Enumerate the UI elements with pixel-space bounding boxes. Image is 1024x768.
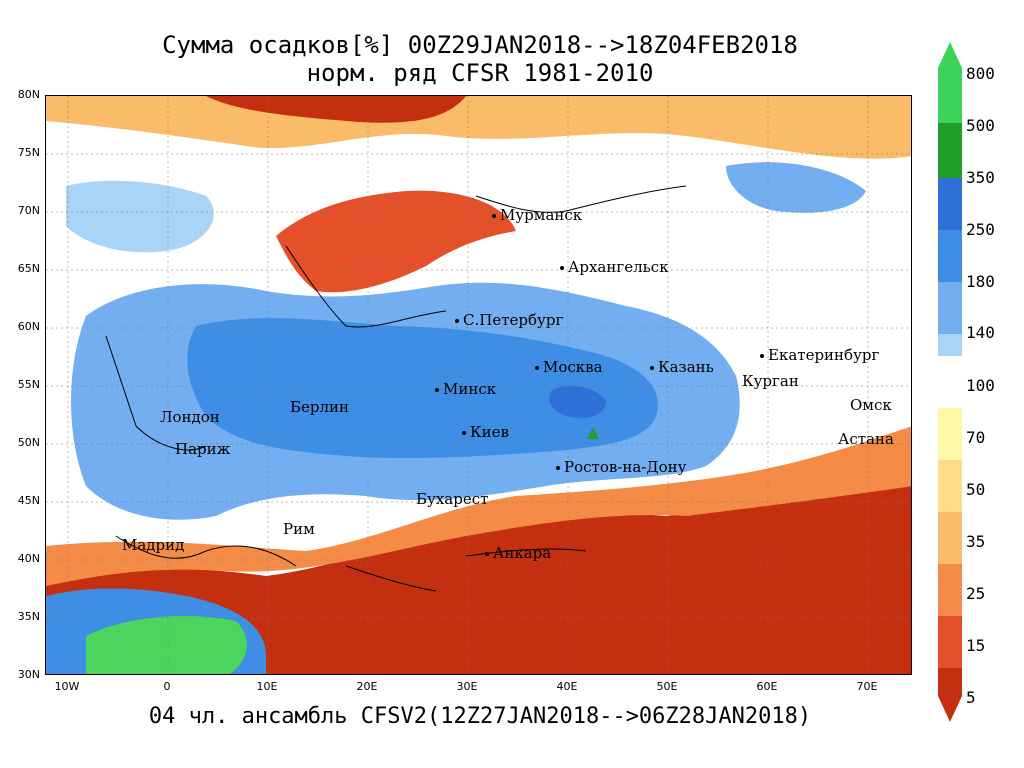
max-marker-icon [587,427,599,439]
lat-label: 35N [17,610,40,623]
city-arkhangelsk: Архангельск [560,258,669,276]
lat-label: 70N [17,204,40,217]
city-moscow: Москва [535,358,603,376]
colorbar-tick: 35 [966,532,986,551]
city-madrid: Мадрид [122,536,185,554]
lon-label: 10E [256,680,278,693]
lon-label: 10W [54,680,80,693]
moscow-peak [549,385,606,418]
coastlines [105,185,687,592]
colorbar-tick: 500 [966,116,995,135]
colorbar-tick: 180 [966,272,995,291]
colorbar-tick: 140 [966,323,995,342]
city-yekaterinburg: Екатеринбург [760,346,879,364]
colorbar-tick: 70 [966,428,986,447]
lon-label: 30E [456,680,478,693]
colorbar-tick: 15 [966,636,986,655]
dry-south-region [46,481,911,674]
colorbar-tick: 800 [966,64,995,83]
lat-label: 65N [17,262,40,275]
europe-wet-core [187,318,658,459]
map-title-line-2: норм. ряд CFSR 1981-2010 [306,59,654,87]
lon-label: 20E [356,680,378,693]
lat-label: 60N [17,320,40,333]
city-london: Лондон [160,408,220,426]
lat-lon-grid [46,96,911,674]
city-bucharest: Бухарест [416,490,489,508]
lat-label: 50N [17,436,40,449]
sahara-green [86,616,247,674]
map-title-line-1: Сумма осадков[%] 00Z29JAN2018-->18Z04FEB… [162,31,798,59]
city-paris: Париж [175,440,231,458]
lon-label: 70E [856,680,878,693]
city-murmansk: Мурманск [492,206,582,224]
lon-label: 60E [756,680,778,693]
colorbar-tick: 100 [966,376,995,395]
lat-label: 30N [17,668,40,681]
city-astana: Астана [838,430,894,448]
city-omsk: Омск [850,396,892,414]
lon-label: 50E [656,680,678,693]
colorbar-bottom-arrow-icon [938,696,962,722]
city-ankara: Анкара [485,544,551,562]
ensemble-footer: 04 чл. ансамбль CFSV2(12Z27JAN2018-->06Z… [148,704,812,729]
lat-label: 40N [17,552,40,565]
lat-label: 45N [17,494,40,507]
colorbar-top-arrow-icon [938,42,962,68]
colorbar-tick: 250 [966,220,995,239]
city-kyiv: Киев [462,423,509,441]
map-field-svg [46,96,911,674]
precipitation-map [45,95,912,675]
city-minsk: Минск [435,380,496,398]
colorbar-tick: 50 [966,480,986,499]
lat-label: 55N [17,378,40,391]
city-st-petersburg: С.Петербург [455,311,563,329]
city-berlin: Берлин [290,398,350,416]
lat-label: 75N [17,146,40,159]
north-dark-strip [206,96,466,123]
city-rostov-na-donu: Ростов-на-Дону [556,458,686,476]
colorbar-tick: 5 [966,688,976,707]
city-kazan: Казань [650,358,714,376]
siberia-wet [726,162,866,213]
city-kurgan: Курган [742,372,799,390]
dry-south-orange [46,426,911,586]
scandinavia-dry [276,190,516,293]
lon-label: 40E [556,680,578,693]
colorbar [938,42,962,722]
colorbar-tick: 25 [966,584,986,603]
atlantic-wet [66,180,214,253]
lon-label: 0 [163,680,171,693]
lat-label: 80N [17,88,40,101]
city-rome: Рим [283,520,315,538]
colorbar-tick: 350 [966,168,995,187]
